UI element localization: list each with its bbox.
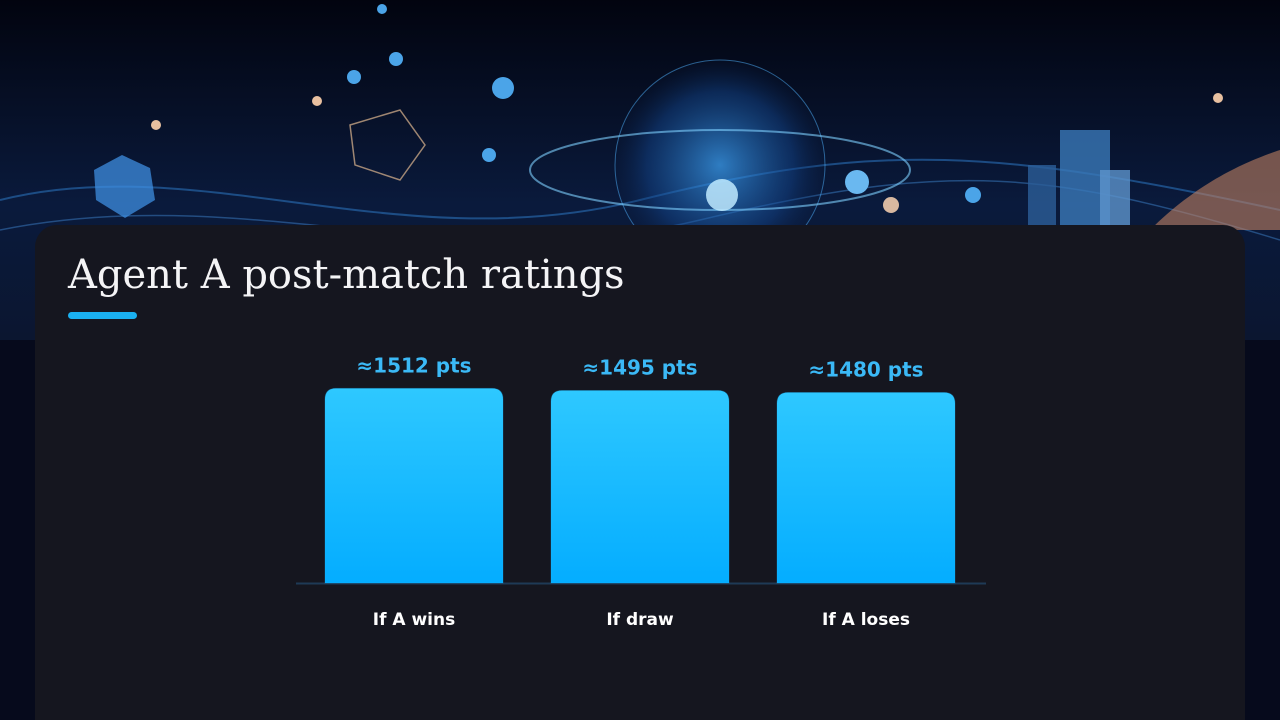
value-label: ≈1495 pts [582,356,697,380]
bar [324,387,504,584]
chart-title: Agent A post-match ratings [67,252,625,298]
bar [776,391,956,584]
category-label: If A wins [373,610,455,630]
value-label: ≈1512 pts [356,353,471,377]
title-accent [68,312,137,319]
bar [550,390,730,584]
value-label: ≈1480 pts [808,357,923,381]
category-label: If draw [606,610,674,630]
category-label: If A loses [822,610,910,630]
